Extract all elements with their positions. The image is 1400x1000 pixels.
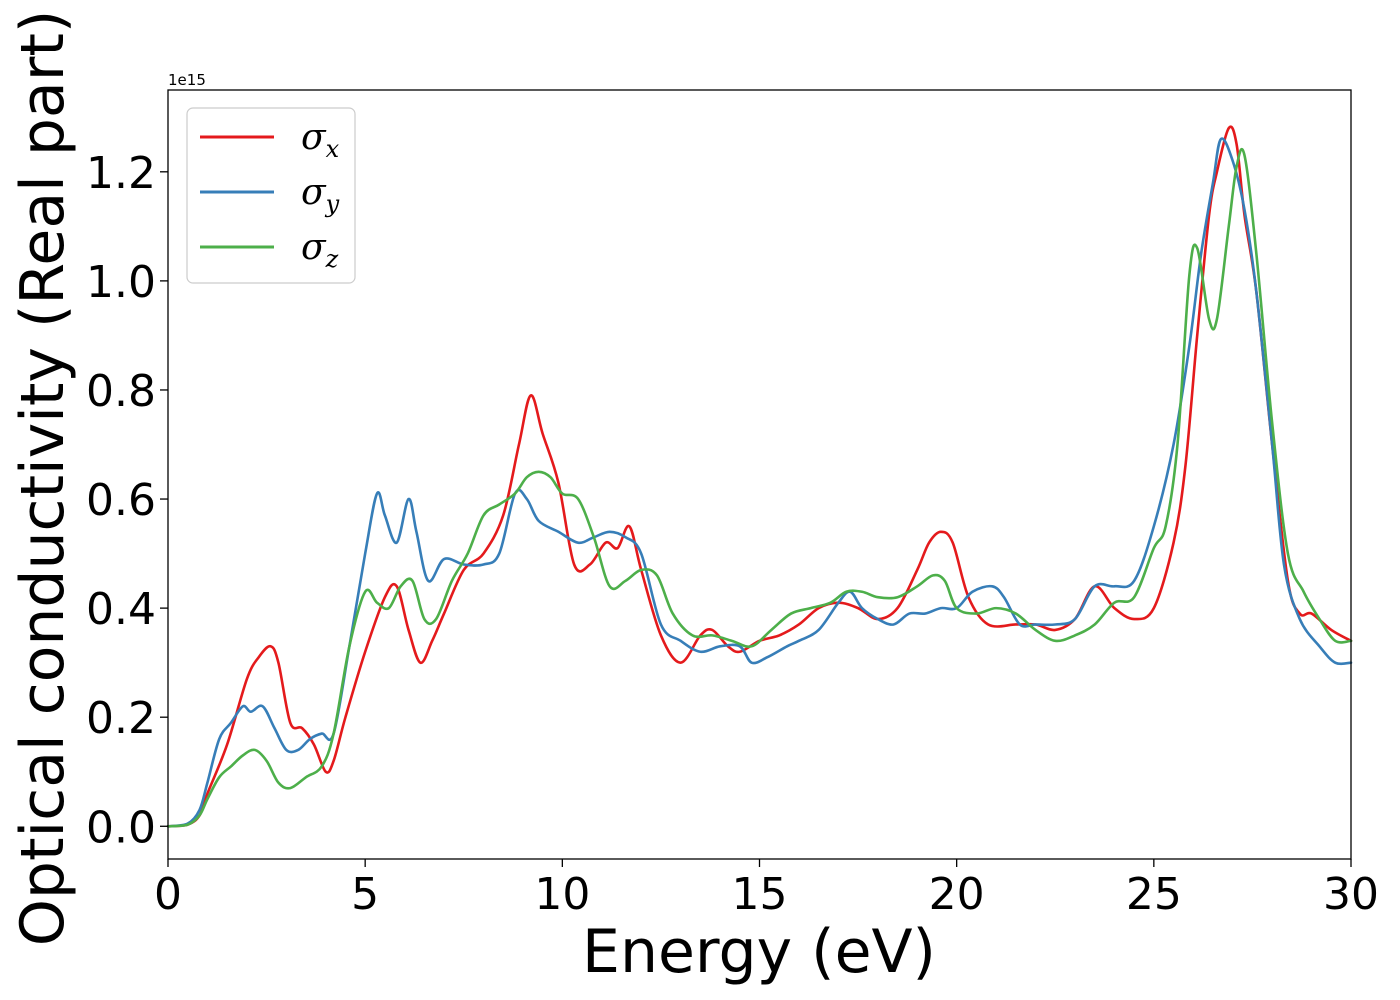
x-tick-label: 25 — [1126, 869, 1182, 920]
x-axis-label: Energy (eV) — [582, 917, 936, 987]
y-offset-label: 1e15 — [168, 71, 206, 89]
y-tick-label: 0.0 — [86, 802, 156, 853]
y-tick-label: 1.2 — [86, 148, 156, 199]
y-tick-label: 0.4 — [86, 584, 156, 635]
x-axis: 0 5 10 15 20 25 30 — [154, 859, 1379, 920]
series-line-y — [166, 137, 1353, 828]
x-tick-label: 0 — [154, 869, 182, 920]
series-line-x — [166, 125, 1353, 828]
series-line-z — [166, 148, 1353, 828]
series-layer — [166, 125, 1353, 828]
y-axis-label: Optical conductivity (Real part) — [8, 10, 78, 947]
x-tick-label: 20 — [929, 869, 985, 920]
legend-label-x: σx — [301, 117, 340, 163]
y-axis: 0.0 0.2 0.4 0.6 0.8 1.0 1.2 — [86, 148, 168, 853]
legend: σx σy σz — [186, 107, 356, 284]
y-tick-label: 1.0 — [86, 257, 156, 308]
x-tick-label: 10 — [534, 869, 590, 920]
x-tick-label: 5 — [351, 869, 379, 920]
legend-label-y: σy — [301, 172, 340, 218]
x-tick-label: 15 — [732, 869, 788, 920]
legend-label-z: σz — [301, 227, 339, 273]
y-tick-label: 0.8 — [86, 366, 156, 417]
y-tick-label: 0.2 — [86, 693, 156, 744]
y-tick-label: 0.6 — [86, 475, 156, 526]
legend-box — [186, 107, 356, 284]
x-tick-label: 30 — [1323, 869, 1379, 920]
